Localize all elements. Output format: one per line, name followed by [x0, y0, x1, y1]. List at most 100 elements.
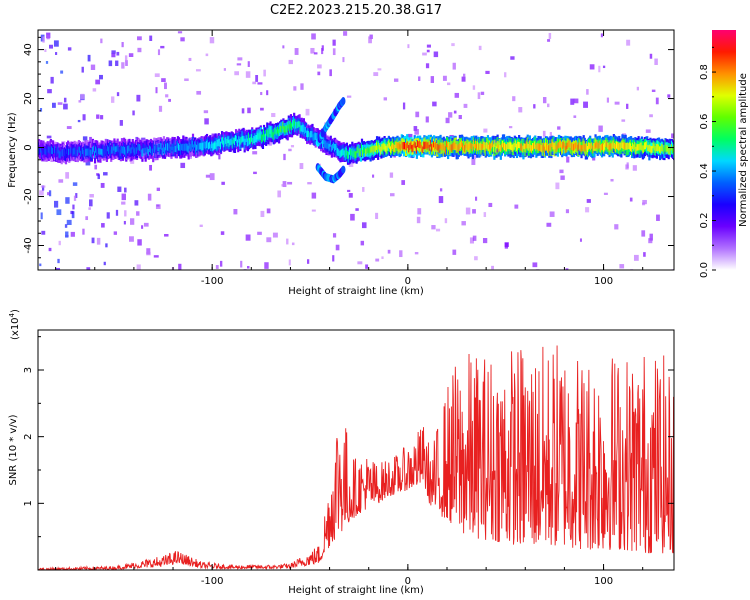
spectrogram-noise-cell [241, 108, 245, 114]
spectrogram-noise-cell [645, 129, 651, 133]
spectrogram-noise-cell [431, 225, 436, 230]
spectrogram-noise-cell [158, 105, 163, 112]
spectrogram-noise-cell [136, 211, 140, 216]
spectrogram-noise-cell [671, 133, 674, 139]
spectrogram-noise-cell [130, 157, 135, 164]
spectrogram-noise-cell [573, 98, 579, 104]
spectrogram-noise-cell [282, 181, 287, 188]
spectrogram-noise-cell [463, 103, 468, 108]
spectrogram-noise-cell [46, 135, 52, 139]
spectrogram-noise-cell [164, 233, 169, 237]
spectrogram-noise-cell [483, 212, 487, 218]
spectrogram-noise-cell [184, 78, 189, 82]
snr-ytick-label: 2 [23, 433, 34, 439]
spectrogram-noise-cell [71, 211, 75, 219]
spectrogram-panel: -100 0 100 -40 -20 0 20 40 Height of straight l… [7, 29, 675, 297]
spectrogram-noise-cell [632, 165, 637, 171]
snr-y-multiplier: (x104) [8, 309, 21, 340]
spectrogram-noise-cell [375, 212, 379, 220]
spectrogram-noise-cell [90, 64, 96, 70]
spectrogram-noise-cell [220, 231, 225, 235]
spectrogram-noise-cell [189, 155, 192, 159]
spectrogram-noise-cell [643, 252, 646, 257]
spectrogram-noise-cell [430, 76, 435, 83]
spectrogram-noise-cell [96, 237, 101, 245]
spectrogram-noise-cell [128, 236, 134, 242]
spectrogram-noise-cell [39, 107, 43, 112]
spectrogram-noise-cell [381, 256, 384, 260]
spectrogram-noise-cell [106, 212, 110, 219]
colorbar-scale [712, 30, 736, 270]
spectrogram-noise-cell [342, 57, 345, 63]
spectrogram-noise-cell [117, 186, 122, 192]
spectrogram-noise-cell [209, 173, 215, 181]
spectrogram-noise-cell [614, 101, 620, 105]
spectrogram-noise-cell [426, 44, 431, 48]
spectrogram-noise-cell [205, 53, 209, 57]
spectrogram-noise-cell [504, 242, 509, 249]
spectrogram-noise-cell [245, 71, 251, 78]
spectrogram-noise-cell [253, 171, 257, 175]
spectrogram-noise-cell [433, 51, 439, 58]
spectrogram-noise-cell [621, 119, 626, 122]
spectrogram-noise-cell [180, 162, 186, 169]
spectrogram-noise-cell [89, 199, 93, 207]
colorbar-tick-label: 0.6 [699, 114, 710, 130]
spectrogram-noise-cell [343, 31, 348, 36]
spectrogram-noise-cell [533, 104, 536, 109]
spectrogram-noise-cell [45, 61, 49, 64]
spectrogram-noise-cell [565, 209, 570, 214]
spectrogram-noise-cell [180, 37, 185, 42]
spectrogram-noise-cell [377, 68, 382, 71]
spectrogram-noise-cell [332, 39, 336, 46]
spectrogram-noise-cell [426, 49, 430, 53]
spectrogram-xtick-label: -100 [201, 276, 224, 287]
spectrogram-noise-cell [66, 126, 72, 129]
spectrogram-noise-cell [475, 196, 478, 201]
spectrogram-noise-cell [264, 262, 269, 269]
spectrogram-noise-cell [101, 223, 105, 228]
spectrogram-noise-cell [300, 83, 304, 90]
spectrogram-noise-cell [73, 195, 77, 201]
snr-xtick-label: -100 [201, 576, 224, 587]
spectrogram-noise-cell [602, 65, 606, 69]
snr-xtick-label: 0 [405, 576, 411, 587]
spectrogram-ytick-label: 0 [23, 144, 34, 150]
spectrogram-noise-cell [266, 208, 271, 214]
spectrogram-noise-cell [95, 79, 101, 85]
spectrogram-noise-cell [461, 76, 466, 82]
spectrogram-noise-cell [124, 187, 127, 193]
spectrogram-noise-cell [447, 82, 451, 86]
spectrogram-noise-cell [633, 254, 639, 261]
spectrogram-noise-cell [636, 86, 639, 91]
spectrogram-noise-cell [347, 189, 351, 193]
spectrogram-noise-cell [651, 89, 656, 93]
spectrogram-noise-cell [368, 36, 372, 44]
spectrogram-noise-cell [55, 52, 58, 55]
spectrogram-noise-cell [247, 107, 251, 114]
spectrogram-noise-cell [203, 110, 209, 114]
spectrogram-noise-cell [549, 211, 555, 217]
spectrogram-noise-cell [465, 207, 471, 215]
spectrogram-noise-cell [282, 45, 285, 49]
spectrogram-noise-cell [137, 36, 142, 41]
spectrogram-noise-cell [130, 218, 135, 225]
spectrogram-noise-cell [452, 249, 457, 255]
spectrogram-noise-cell [223, 68, 226, 71]
spectrogram-noise-cell [642, 199, 647, 205]
spectrogram-noise-cell [100, 182, 105, 188]
snr-xtick-label: 100 [594, 576, 613, 587]
spectrogram-noise-cell [70, 231, 75, 237]
spectrogram-noise-cell [205, 174, 211, 178]
spectrogram-noise-cell [579, 238, 582, 242]
spectrogram-noise-cell [82, 136, 88, 141]
spectrogram-noise-cell [373, 72, 379, 77]
spectrogram-noise-cell [44, 49, 47, 52]
snr-ytick-label: 3 [23, 367, 34, 373]
spectrogram-noise-cell [603, 192, 608, 195]
spectrogram-noise-cell [557, 126, 561, 130]
colorbar-tick-label: 0.0 [699, 262, 710, 278]
spectrogram-noise-cell [81, 66, 84, 73]
spectrogram-noise-cell [252, 81, 257, 85]
spectrogram-noise-cell [64, 224, 68, 228]
